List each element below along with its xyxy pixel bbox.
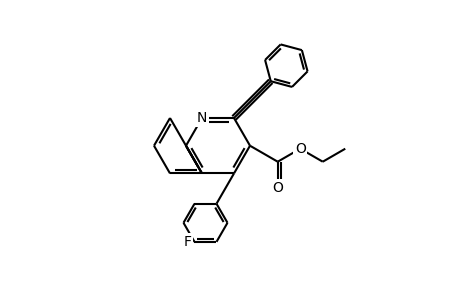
- Text: F: F: [183, 235, 191, 249]
- Text: N: N: [196, 111, 207, 125]
- Text: O: O: [294, 142, 305, 156]
- Text: O: O: [272, 181, 283, 195]
